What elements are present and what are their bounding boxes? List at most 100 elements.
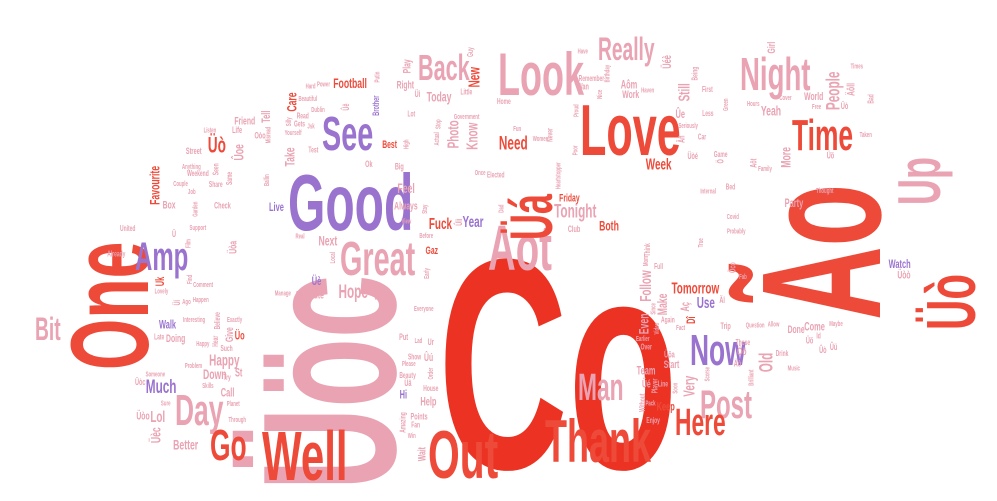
word-180: Manage — [275, 291, 292, 298]
word-244: Üòo — [136, 410, 150, 422]
word-130: Already — [107, 250, 125, 258]
word-67: Help — [420, 396, 436, 409]
word-183: Misread — [266, 127, 273, 144]
word-122: Before — [419, 233, 433, 240]
word-132: First — [702, 86, 713, 94]
word-240: Ûe — [676, 107, 686, 121]
word-61: Today — [427, 89, 452, 105]
word-159: Bad — [867, 94, 875, 103]
word-184: Have — [578, 49, 589, 56]
word-231: Üo — [235, 330, 245, 343]
word-133: Taken — [860, 132, 873, 139]
word-219: Ballin — [264, 174, 271, 186]
word-120: Same — [226, 172, 234, 185]
word-173: Happen — [193, 297, 209, 304]
word-257: Öco — [727, 262, 738, 273]
word-131: Late — [154, 334, 164, 342]
word-110: Weekend — [187, 170, 209, 178]
word-104: Amazing — [399, 412, 407, 433]
word-23: Here — [675, 401, 726, 443]
word-71: Keep — [657, 401, 675, 414]
word-208: Dad — [499, 204, 506, 213]
word-119: Job — [188, 189, 196, 196]
word-141: Cover — [779, 95, 792, 102]
word-197: Seriously — [678, 123, 698, 130]
word-39: Know — [463, 122, 481, 149]
word-16: Time — [792, 110, 853, 160]
word-211: High — [404, 139, 411, 149]
word-189: Yourself — [285, 130, 302, 137]
word-137: Support — [190, 225, 207, 232]
word-215: Free — [812, 104, 822, 111]
word-82: Always — [394, 200, 417, 212]
word-200: Problem — [185, 363, 202, 370]
word-88: Girl — [765, 42, 777, 54]
word-148: Allow — [768, 322, 780, 329]
word-191: Interesting — [183, 317, 205, 324]
word-65: Tell — [260, 110, 273, 122]
word-77: Work — [622, 88, 640, 100]
word-91: Points — [411, 411, 428, 422]
word-36: Photo — [444, 120, 462, 148]
word-259: Üòc — [135, 377, 146, 388]
word-43: Fuck — [429, 214, 453, 232]
word-112: Without — [639, 393, 647, 412]
word-160: Lot — [407, 110, 415, 118]
word-262: Äî — [719, 295, 725, 306]
word-134: Maybe — [829, 321, 843, 328]
word-69: Come — [804, 321, 825, 334]
word-167: Fab — [739, 274, 747, 281]
word-256: Üí — [172, 299, 183, 305]
word-4: One — [50, 242, 172, 370]
word-166: View — [401, 218, 411, 225]
word-217: Thought — [816, 188, 833, 195]
word-157: Those — [736, 339, 751, 347]
word-135: Show — [408, 354, 422, 362]
word-205: Hard — [306, 84, 316, 91]
word-125: Beauty — [399, 372, 416, 380]
word-245: Ûoe — [231, 144, 247, 161]
word-30: Hope — [338, 282, 368, 302]
word-17: Üá — [499, 194, 566, 240]
word-165: Comment — [193, 282, 213, 289]
word-190: Question — [746, 323, 765, 330]
word-143: Listen — [204, 127, 217, 134]
word-81: Friday — [559, 192, 580, 204]
word-158: Full — [654, 263, 663, 271]
word-111: Drink — [776, 350, 789, 358]
word-138: Women — [533, 136, 549, 143]
word-129: United — [120, 225, 135, 233]
word-243: Üòò — [897, 269, 911, 281]
word-220: Times — [851, 64, 863, 71]
word-73: Watch — [889, 258, 911, 271]
word-19: Go — [210, 420, 247, 470]
word-232: Ûú — [424, 350, 433, 363]
word-102: Little — [460, 88, 472, 96]
word-181: Order — [428, 367, 435, 379]
word-25: Back — [418, 48, 470, 88]
word-177: Brilliant — [749, 370, 756, 386]
word-100: Life — [232, 125, 242, 136]
word-227: Planet — [227, 401, 240, 408]
word-201: Probably — [727, 229, 746, 236]
word-66: Uk — [154, 276, 167, 286]
word-26: Really — [598, 31, 655, 67]
word-99: Club — [568, 223, 581, 234]
word-52: Both — [599, 219, 619, 235]
word-225: Nice — [597, 89, 604, 99]
word-123: Put — [399, 332, 408, 343]
word-79: Box — [163, 199, 177, 211]
word-15: Great — [340, 233, 415, 286]
word-83: Friend — [234, 115, 255, 127]
word-50: Favourite — [148, 165, 164, 204]
word-97: Big — [395, 161, 404, 172]
word-31: Need — [499, 134, 528, 154]
word-168: Silly — [286, 117, 293, 126]
word-10: Night — [740, 50, 811, 101]
word-7: Out — [428, 416, 498, 492]
word-235: Aôm — [621, 79, 638, 92]
word-153: Fan — [411, 421, 420, 429]
word-152: Bed — [726, 184, 735, 192]
word-176: Green — [723, 98, 730, 111]
word-192: Scorse — [705, 366, 712, 381]
